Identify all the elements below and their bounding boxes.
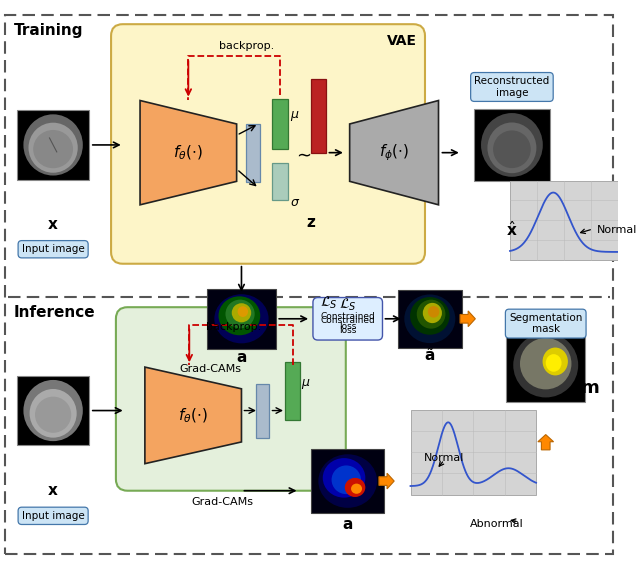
Polygon shape	[349, 101, 438, 205]
Ellipse shape	[428, 306, 440, 318]
Ellipse shape	[481, 113, 543, 177]
Text: $\tilde{\mathbf{a}}$: $\tilde{\mathbf{a}}$	[424, 347, 435, 364]
FancyBboxPatch shape	[313, 298, 383, 340]
Text: Abnormal: Abnormal	[470, 518, 524, 529]
Ellipse shape	[237, 306, 248, 317]
Bar	[311, 79, 326, 152]
Ellipse shape	[332, 465, 361, 494]
Ellipse shape	[417, 300, 445, 329]
Text: $\sim$: $\sim$	[293, 146, 312, 164]
Text: $\mu$: $\mu$	[301, 377, 311, 391]
Bar	[474, 109, 550, 181]
Ellipse shape	[493, 130, 531, 168]
Text: Segmentation
mask: Segmentation mask	[509, 313, 582, 335]
Text: backprop.: backprop.	[219, 42, 274, 51]
Ellipse shape	[323, 458, 365, 498]
Text: $\mathbf{a}$: $\mathbf{a}$	[342, 517, 353, 532]
Ellipse shape	[33, 130, 73, 168]
Text: $f_\theta(\cdot)$: $f_\theta(\cdot)$	[179, 406, 208, 424]
Polygon shape	[379, 473, 394, 489]
Bar	[273, 98, 288, 149]
Bar	[285, 362, 300, 420]
Text: $\mathbf{x}$: $\mathbf{x}$	[47, 217, 59, 232]
Polygon shape	[145, 367, 241, 464]
Ellipse shape	[488, 122, 536, 173]
Ellipse shape	[520, 338, 572, 389]
Text: $\mathbf{a}$: $\mathbf{a}$	[236, 350, 247, 365]
Ellipse shape	[24, 380, 83, 441]
Ellipse shape	[214, 294, 269, 343]
Ellipse shape	[345, 478, 365, 497]
Ellipse shape	[404, 294, 455, 343]
Bar	[256, 384, 269, 438]
FancyBboxPatch shape	[116, 307, 346, 490]
Bar	[273, 163, 288, 200]
Bar	[311, 449, 385, 513]
Ellipse shape	[218, 296, 260, 335]
Bar	[410, 410, 536, 494]
Bar	[398, 290, 461, 348]
Text: $\mathcal{L}_S$: $\mathcal{L}_S$	[319, 294, 337, 311]
Text: Grad-CAMs: Grad-CAMs	[180, 364, 241, 374]
Bar	[506, 328, 586, 402]
Text: Constrained
loss: Constrained loss	[321, 316, 375, 335]
Text: Reconstructed
image: Reconstructed image	[474, 76, 550, 98]
Text: $\mathcal{L}_S$: $\mathcal{L}_S$	[339, 296, 356, 312]
FancyBboxPatch shape	[111, 24, 425, 264]
Polygon shape	[538, 435, 554, 450]
Text: Training: Training	[13, 23, 83, 39]
Text: Inference: Inference	[13, 304, 95, 320]
Text: Grad-CAMs: Grad-CAMs	[191, 497, 253, 508]
Bar	[207, 289, 276, 349]
Text: Input image: Input image	[22, 511, 84, 521]
Ellipse shape	[35, 397, 71, 433]
Text: backprop.: backprop.	[206, 321, 261, 332]
Text: $\mu$: $\mu$	[290, 109, 300, 123]
Bar	[17, 376, 90, 446]
Ellipse shape	[225, 300, 255, 328]
Ellipse shape	[318, 454, 377, 508]
Ellipse shape	[410, 297, 449, 335]
Text: Input image: Input image	[22, 244, 84, 254]
Text: $f_\phi(\cdot)$: $f_\phi(\cdot)$	[379, 142, 409, 163]
Polygon shape	[460, 311, 476, 327]
Text: $f_\theta(\cdot)$: $f_\theta(\cdot)$	[173, 143, 204, 162]
Ellipse shape	[232, 303, 252, 323]
Ellipse shape	[546, 354, 561, 372]
Text: Normal: Normal	[424, 453, 465, 463]
Bar	[510, 181, 618, 260]
Text: $\hat{\mathbf{x}}$: $\hat{\mathbf{x}}$	[506, 220, 518, 240]
Bar	[246, 123, 260, 182]
Text: Normal: Normal	[597, 225, 637, 235]
Ellipse shape	[543, 348, 568, 376]
Ellipse shape	[29, 123, 77, 173]
Text: Constrained
loss: Constrained loss	[321, 312, 375, 331]
Bar	[17, 110, 90, 180]
Ellipse shape	[24, 114, 83, 175]
Text: VAE: VAE	[387, 34, 417, 48]
Polygon shape	[140, 101, 237, 205]
Ellipse shape	[423, 303, 442, 323]
Ellipse shape	[513, 333, 578, 398]
Ellipse shape	[29, 389, 77, 438]
Ellipse shape	[351, 484, 362, 494]
Text: $\mathbf{x}$: $\mathbf{x}$	[47, 483, 59, 498]
Text: $\mathbf{z}$: $\mathbf{z}$	[306, 215, 316, 230]
Text: $\sigma$: $\sigma$	[290, 196, 300, 209]
Text: $\mathbf{m}$: $\mathbf{m}$	[580, 380, 599, 397]
